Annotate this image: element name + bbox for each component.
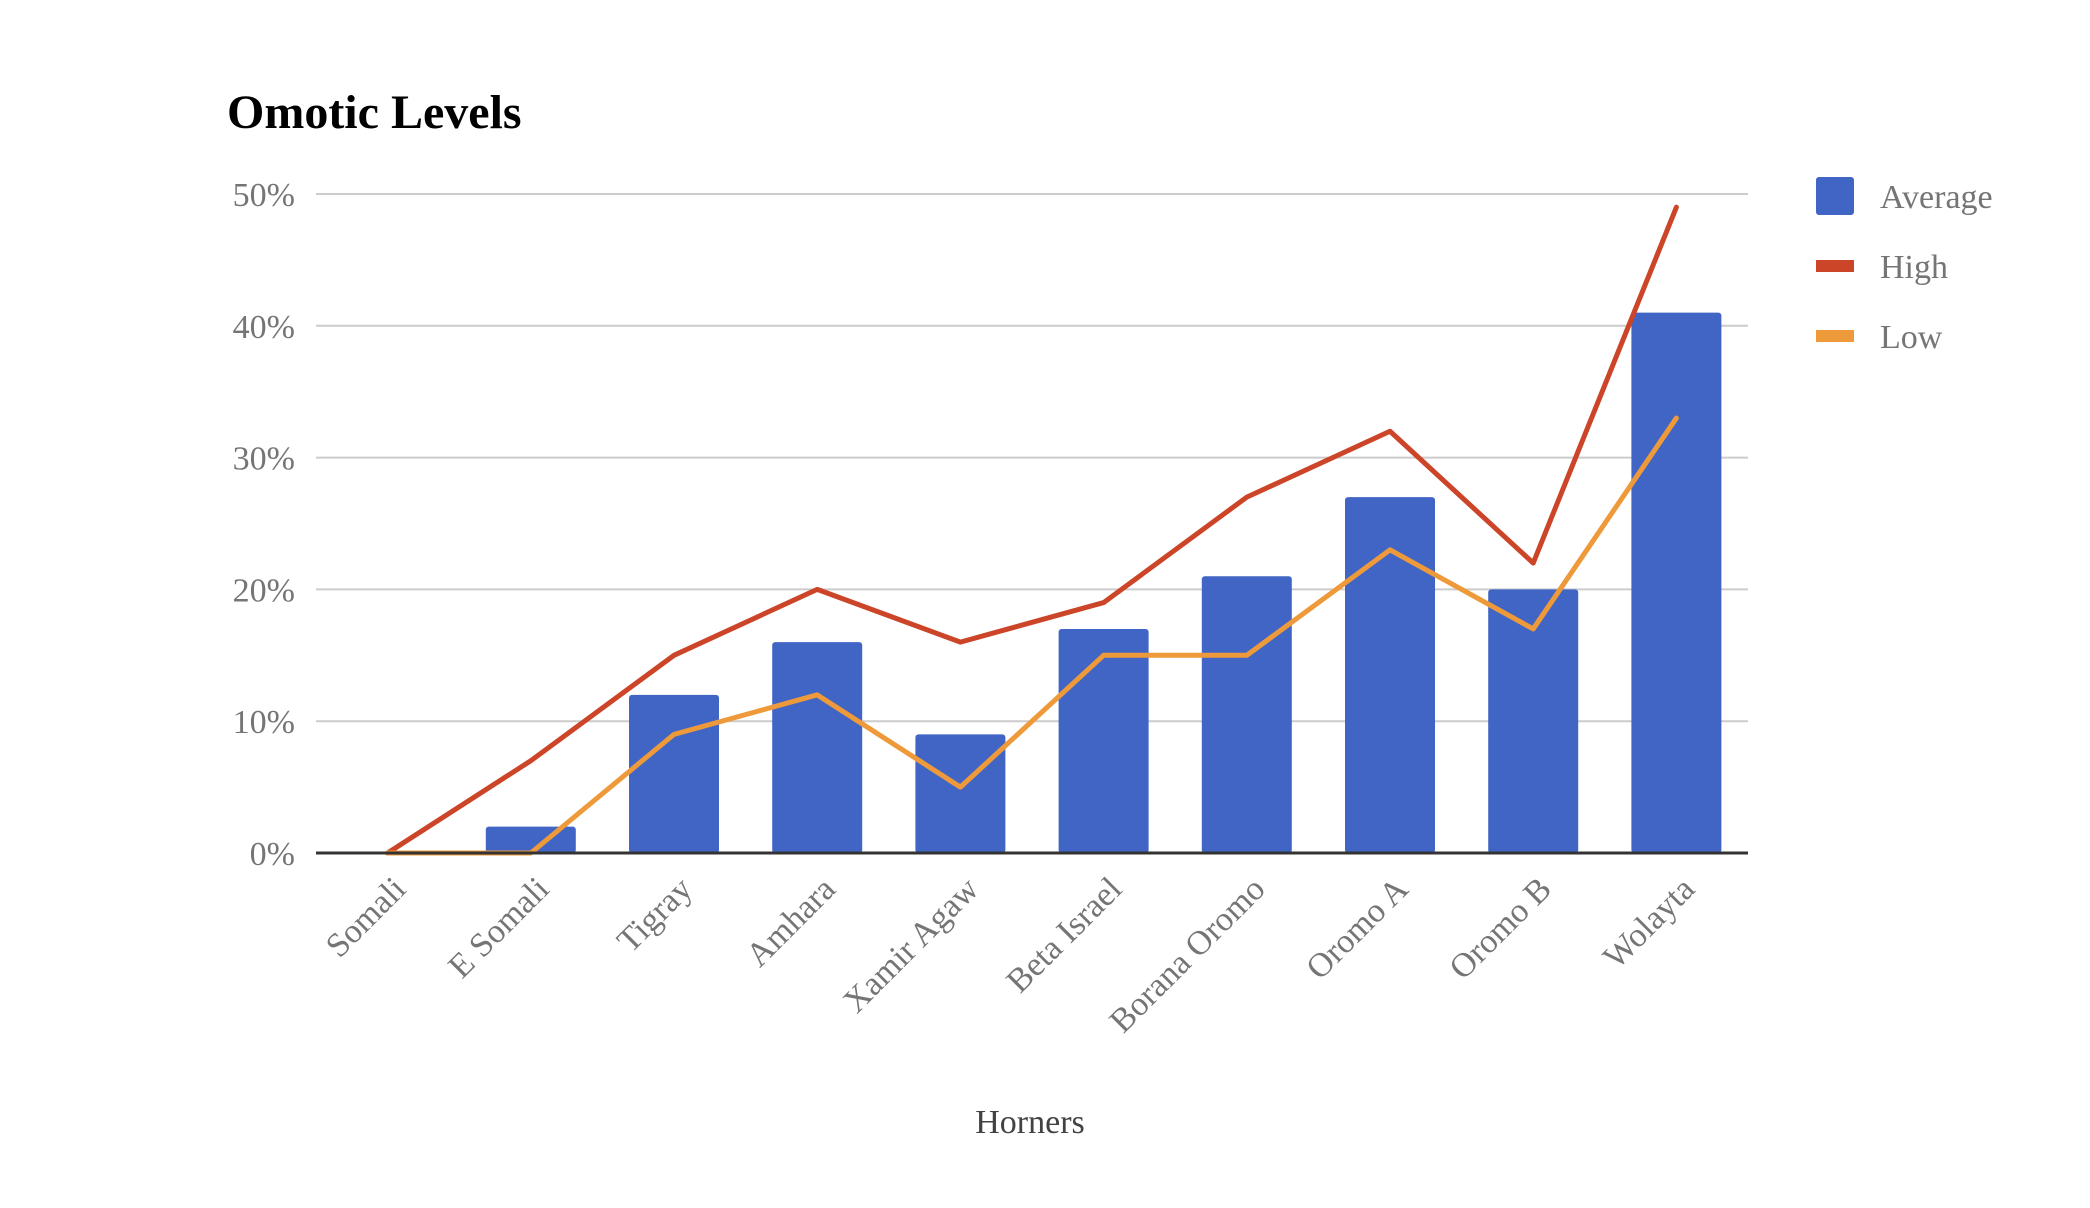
bar-average xyxy=(772,642,863,853)
line-layer xyxy=(385,204,1679,856)
legend: Average High Low xyxy=(1816,177,1993,356)
bar-average xyxy=(1201,576,1292,853)
y-tick-label: 40% xyxy=(233,309,295,346)
x-tick-label: Beta Israel xyxy=(1000,870,1130,1000)
y-tick-label: 10% xyxy=(233,704,295,741)
y-tick-label: 50% xyxy=(233,177,295,214)
bar-average xyxy=(1631,312,1722,853)
x-tick-label: Amhara xyxy=(739,870,843,974)
bar-layer xyxy=(485,312,1722,853)
x-tick-label: Wolayta xyxy=(1596,870,1702,976)
x-tick-label: Xamir Agaw xyxy=(836,870,986,1020)
x-tick-label: Oromo B xyxy=(1443,870,1559,986)
chart-title: Omotic Levels xyxy=(227,86,522,139)
legend-label-average: Average xyxy=(1880,179,1993,216)
x-tick-label: E Somali xyxy=(441,870,556,985)
bar-average xyxy=(1488,589,1579,853)
bar-average xyxy=(1345,497,1435,853)
legend-swatch-average xyxy=(1816,177,1854,215)
y-tick-label: 0% xyxy=(250,836,295,873)
x-tick-label: Oromo A xyxy=(1299,870,1416,987)
legend-swatch-low xyxy=(1816,330,1854,342)
y-tick-label: 30% xyxy=(233,441,295,478)
legend-label-high: High xyxy=(1880,249,1948,286)
bar-average xyxy=(1058,628,1149,853)
x-tick-label: Somali xyxy=(319,870,413,964)
legend-label-low: Low xyxy=(1880,319,1943,356)
bar-average xyxy=(485,826,576,853)
bar-average xyxy=(629,694,719,853)
line-low xyxy=(385,415,1679,856)
bar-average xyxy=(915,734,1006,853)
x-axis-title: Horners xyxy=(975,1104,1085,1141)
y-tick-label: 20% xyxy=(233,572,295,609)
legend-swatch-high xyxy=(1816,260,1854,272)
line-high xyxy=(385,204,1679,856)
x-tick-label: Tigray xyxy=(610,870,699,959)
